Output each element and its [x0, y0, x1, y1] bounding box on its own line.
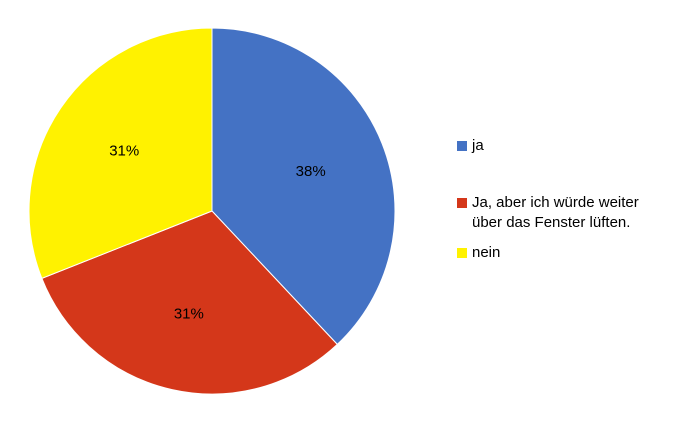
legend-label-2: nein [472, 244, 500, 261]
legend: ja Ja, aber ich würde weiter über das Fens… [457, 137, 639, 261]
legend-swatch-0 [457, 141, 467, 151]
data-label-2: 31% [109, 142, 139, 159]
data-label-0: 38% [296, 163, 326, 180]
legend-label-line: ja [471, 137, 484, 154]
pie-data-labels: 38% 31% 31% [109, 142, 326, 322]
pie-slice-2 [28, 27, 213, 280]
pie-slice-1 [41, 210, 338, 395]
legend-label-1: Ja, aber ich würde weiter über das Fenste… [472, 194, 639, 231]
legend-swatch-2 [457, 248, 467, 258]
data-label-1: 31% [174, 306, 204, 323]
legend-label-line: über das Fenster lüften. [472, 214, 630, 231]
pie-slice-0 [211, 27, 396, 346]
legend-label-line: Ja, aber ich würde weiter [472, 194, 639, 211]
legend-swatch-1 [457, 198, 467, 208]
legend-label-0: ja [471, 137, 484, 154]
pie-slices [28, 27, 396, 395]
legend-label-line: nein [472, 244, 500, 261]
